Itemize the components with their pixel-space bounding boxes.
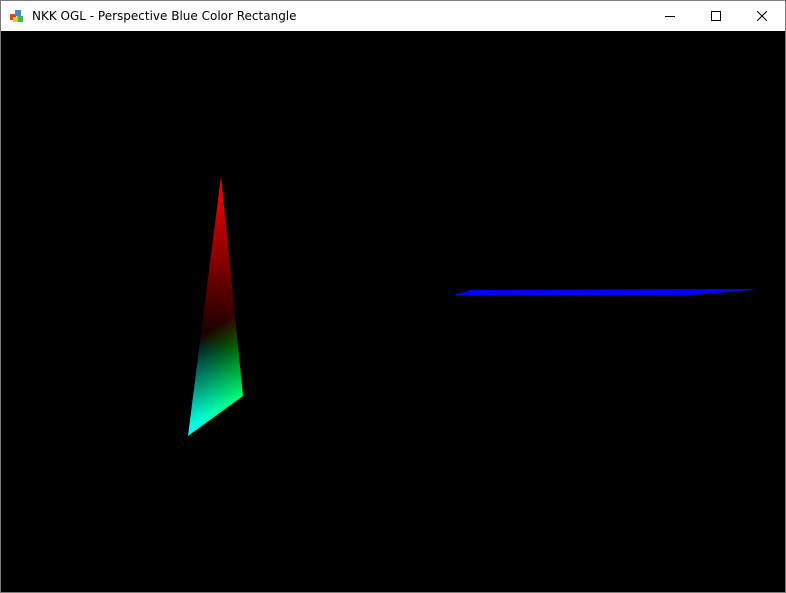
opengl-app-icon[interactable] bbox=[9, 8, 25, 24]
maximize-icon bbox=[711, 11, 721, 21]
opengl-viewport[interactable] bbox=[1, 31, 785, 592]
title-bar[interactable]: NKK OGL - Perspective Blue Color Rectang… bbox=[1, 1, 785, 31]
close-button[interactable] bbox=[739, 1, 785, 31]
color-triangle bbox=[188, 176, 243, 436]
minimize-icon bbox=[665, 11, 675, 21]
maximize-button[interactable] bbox=[693, 1, 739, 31]
blue-rectangle-body bbox=[454, 289, 753, 295]
window-title: NKK OGL - Perspective Blue Color Rectang… bbox=[32, 9, 297, 23]
scene-canvas bbox=[188, 176, 753, 436]
close-icon bbox=[757, 11, 767, 21]
minimize-button[interactable] bbox=[647, 1, 693, 31]
